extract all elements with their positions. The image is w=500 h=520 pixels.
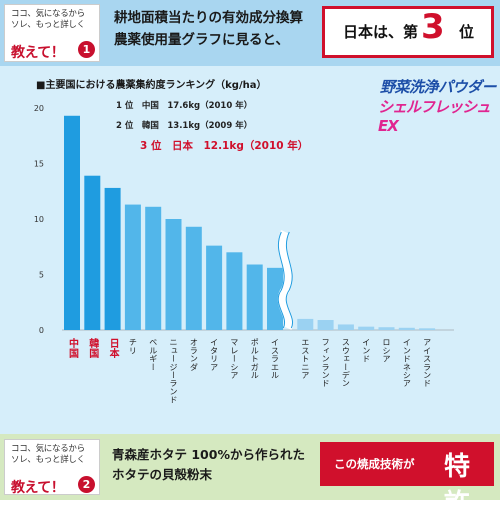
header-text: 耕地面積当たりの有効成分換算 農薬使用量グラフに見ると、 [114, 7, 303, 51]
x-tick-label: インドネシア [402, 338, 412, 387]
bar [84, 175, 101, 330]
x-tick-label: イスラエル [270, 338, 280, 379]
chart-background [0, 66, 500, 434]
bar [124, 204, 141, 330]
bar [378, 327, 395, 330]
patent-word: 特許 [444, 452, 471, 519]
x-tick-label: オランダ [189, 338, 199, 371]
x-tick-label: ポルトガル [250, 338, 260, 379]
bar [246, 264, 263, 330]
x-tick-label: 中国 [67, 337, 79, 359]
badge-number: 1 [78, 41, 95, 58]
bar-chart: 0 5 10 15 20 中国 韓国 日本 チリ ベルギー ニュージーランド オランダ イタリア マレーシ… [34, 104, 454, 404]
x-tick-label: フィンランド [321, 338, 331, 387]
patent-callout: この焼成技術が 特許 [320, 442, 494, 519]
question-badge: ココ、気になるから ソレ、もっと詳しく 教えて！ 1 [4, 4, 100, 62]
badge2-number: 2 [78, 476, 95, 493]
footer-text-line1: 青森産ホタテ 100%から作られた [112, 447, 305, 462]
question-badge-2: ココ、気になるから ソレ、もっと詳しく 教えて！ 2 [4, 439, 100, 496]
x-tick-label: エストニア [300, 338, 310, 379]
bar [337, 324, 354, 330]
footer-text: 青森産ホタテ 100%から作られた ホタテの貝殻粉末 [112, 445, 305, 485]
bar [419, 328, 436, 330]
y-tick-label: 5 [39, 271, 44, 280]
bar [64, 115, 80, 331]
y-tick-label: 15 [34, 160, 44, 169]
brand-line2: シェルフレッシュEX [378, 98, 491, 135]
y-tick-label: 20 [34, 104, 44, 113]
x-tick-label: 日本 [107, 338, 119, 359]
x-tick-label: イタリア [209, 338, 219, 371]
x-tick-label: ニュージーランド [169, 338, 179, 404]
brand-line1: 野菜洗浄パウダー [380, 78, 497, 96]
bar [206, 245, 223, 330]
x-tick-label: 韓国 [87, 337, 99, 359]
x-tick-label: スウェーデン [341, 338, 351, 387]
badge2-line2: ソレ、もっと詳しく [11, 455, 85, 465]
rank-suffix: 位 [459, 23, 475, 41]
bar [226, 252, 243, 330]
chart-title: ■主要国における農薬集約度ランキング（kg/ha） [36, 80, 267, 91]
rank-number: 3 [421, 7, 445, 47]
bar [297, 318, 314, 330]
header-text-line1: 耕地面積当たりの有効成分換算 [114, 10, 303, 26]
bar [104, 187, 121, 330]
bar [267, 267, 283, 330]
bar [165, 219, 182, 330]
bar [358, 326, 375, 330]
header-text-line2: 農薬使用量グラフに見ると、 [114, 32, 289, 48]
axis-break-edge-left [277, 231, 286, 329]
bar [398, 327, 415, 330]
x-tick-label: チリ [128, 338, 138, 354]
y-tick-label: 10 [34, 215, 44, 224]
bar [145, 206, 162, 330]
badge-main: 教えて！ [11, 45, 65, 61]
badge-line1: ココ、気になるから [11, 9, 85, 19]
axis-break-edge-right [285, 231, 294, 329]
rank-callout: 日本は、第 3 位 [322, 6, 494, 58]
x-tick-label: アイスランド [422, 338, 432, 387]
x-tick-label: マレーシア [229, 338, 239, 379]
rank-prefix: 日本は、第 [343, 23, 419, 41]
footer-text-line2: ホタテの貝殻粉末 [112, 467, 213, 482]
ranking-note-3: 3 位 日本 12.1kg（2010 年） [140, 140, 309, 152]
ranking-note-2: 2 位 韓国 13.1kg（2009 年） [116, 121, 253, 131]
bar [185, 226, 202, 330]
patent-prefix: この焼成技術が [334, 457, 415, 471]
badge2-main: 教えて！ [11, 480, 65, 496]
badge2-line1: ココ、気になるから [11, 444, 85, 454]
axis-break-band [277, 230, 294, 331]
bar [317, 320, 334, 330]
x-tick-label: インド [361, 338, 371, 363]
x-tick-label: ロシア [382, 338, 392, 363]
ranking-note-1: 1 位 中国 17.6kg（2010 年） [116, 101, 253, 111]
x-tick-label: ベルギー [148, 338, 158, 371]
badge-line2: ソレ、もっと詳しく [11, 20, 85, 30]
y-tick-label: 0 [39, 326, 44, 335]
